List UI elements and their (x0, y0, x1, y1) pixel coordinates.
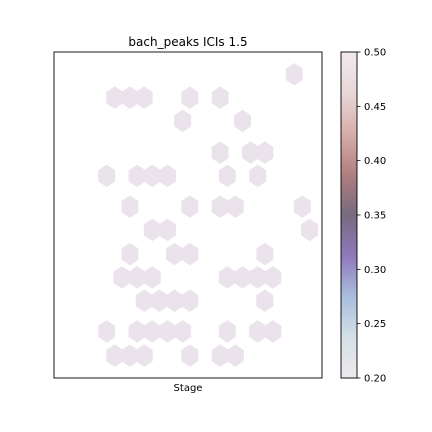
hex-cell (181, 289, 199, 312)
hex-cell (226, 344, 244, 367)
hex-cell (135, 86, 153, 109)
hex-cell (181, 242, 199, 266)
colorbar-ticks: 0.20 0.25 0.30 0.35 0.40 0.45 0.50 (357, 48, 386, 385)
hex-cell (226, 195, 244, 218)
hex-cell (256, 141, 274, 164)
hex-cell (301, 218, 318, 242)
hex-cell (218, 320, 236, 343)
hex-cell (264, 320, 282, 343)
plot-frame (53, 51, 323, 379)
hex-cell (143, 266, 161, 289)
hex-cell (158, 164, 176, 188)
hex-cell (181, 344, 199, 367)
colorbar: 0.20 0.25 0.30 0.35 0.40 0.45 0.50 (340, 48, 386, 385)
hex-cell (211, 141, 229, 164)
colorbar-tick-label: 0.25 (364, 319, 386, 330)
hex-cell (121, 195, 139, 218)
colorbar-tick-label: 0.35 (364, 211, 386, 222)
hex-cell (121, 242, 139, 266)
hex-cell (256, 289, 274, 312)
hex-cell (98, 164, 116, 188)
hex-cell (285, 63, 303, 86)
hex-cell (158, 218, 176, 242)
hex-layer (98, 63, 318, 367)
hex-cell (256, 242, 274, 266)
colorbar-tick-label: 0.40 (364, 156, 386, 167)
hex-cell (293, 195, 311, 218)
x-axis-label: Stage (174, 383, 203, 394)
hex-cell (98, 320, 116, 343)
colorbar-fill (341, 52, 357, 378)
colorbar-tick-label: 0.45 (364, 102, 386, 113)
plot-area (53, 51, 323, 379)
hex-cell (211, 86, 229, 109)
hex-cell (181, 86, 199, 109)
colorbar-tick-label: 0.50 (364, 48, 386, 59)
hex-cell (234, 109, 251, 133)
hex-cell (249, 164, 267, 188)
hex-cell (264, 266, 282, 289)
chart-title: bach_peaks ICIs 1.5 (128, 35, 247, 49)
colorbar-tick-label: 0.30 (364, 265, 386, 276)
hex-cell (174, 109, 192, 133)
hex-cell (135, 344, 153, 367)
colorbar-tick-label: 0.20 (364, 374, 386, 385)
hex-cell (174, 320, 192, 343)
hex-cell (218, 164, 236, 188)
hex-cell (181, 195, 199, 218)
